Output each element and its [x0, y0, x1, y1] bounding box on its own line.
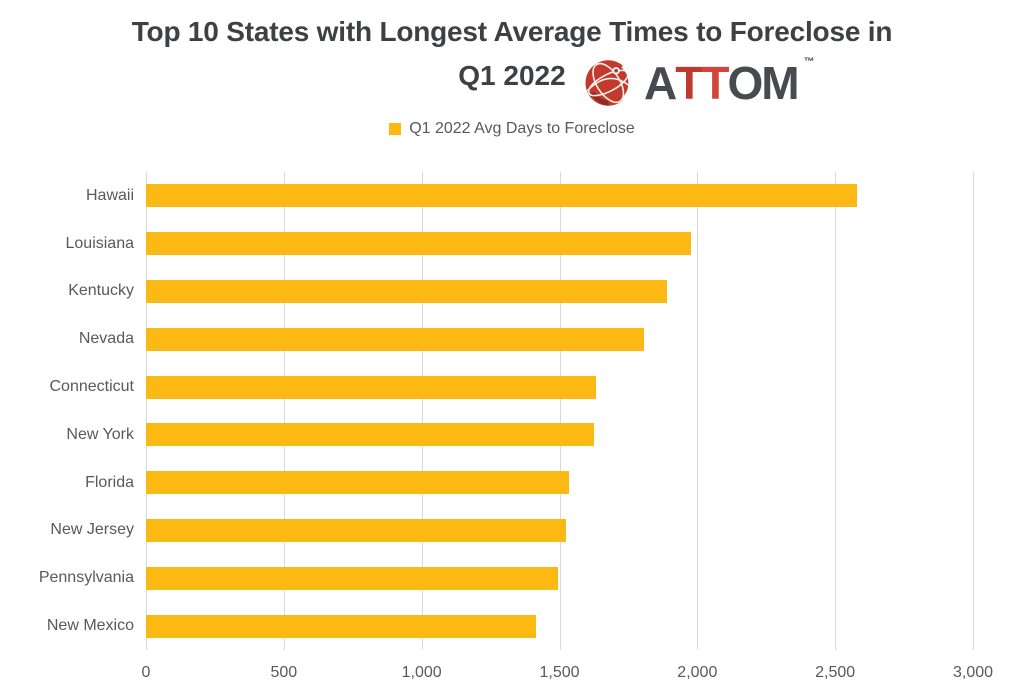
legend-label: Q1 2022 Avg Days to Foreclose [409, 120, 635, 137]
bar-pennsylvania [146, 566, 558, 590]
bar-louisiana [146, 232, 691, 256]
category-label-new-mexico: New Mexico [46, 617, 134, 635]
gridline [421, 172, 423, 650]
attom-trademark: ™ [803, 56, 815, 68]
x-tick-label: 2,500 [815, 664, 856, 681]
bar-row-florida [146, 459, 973, 507]
bar-row-nevada [146, 315, 973, 363]
gridline [835, 172, 837, 650]
bar-row-hawaii [146, 172, 973, 220]
bar-row-new-jersey [146, 507, 973, 555]
bar-row-pennsylvania [146, 554, 973, 602]
x-tick-label: 2,000 [677, 664, 718, 681]
category-label-nevada: Nevada [78, 330, 134, 348]
page-title-line1: Top 10 States with Longest Average Times… [131, 16, 893, 47]
x-tick-label: 1,000 [401, 664, 442, 681]
bar-row-new-mexico [146, 602, 973, 650]
legend-swatch [389, 123, 402, 135]
attom-letter: T [675, 57, 703, 109]
bar-new-jersey [146, 518, 567, 542]
x-tick-label: 3,000 [952, 664, 994, 681]
category-label-pennsylvania: Pennsylvania [38, 569, 134, 587]
x-tick-label: 500 [270, 664, 298, 681]
gridline [559, 172, 561, 650]
attom-letter: O [727, 57, 763, 109]
x-axis: 0 500 1,000 1,500 2,000 2,500 3,000 [142, 650, 993, 686]
bar-rows [146, 172, 973, 650]
bar-row-connecticut [146, 363, 973, 411]
bar-florida [146, 471, 570, 495]
page-title-line2: Q1 2022 [458, 60, 566, 91]
category-label-louisiana: Louisiana [65, 234, 135, 252]
gridline [973, 172, 974, 650]
category-label-hawaii: Hawaii [85, 186, 134, 204]
chart-legend: Q1 2022 Avg Days to Foreclose [0, 120, 1024, 138]
attom-letter: A [644, 57, 677, 109]
gridline [697, 172, 699, 650]
gridline [283, 172, 285, 650]
bar-row-louisiana [146, 220, 973, 268]
gridline [146, 172, 147, 650]
bar-connecticut [146, 375, 596, 399]
plot-area [146, 172, 974, 650]
bar-new-mexico [146, 614, 536, 638]
category-label-florida: Florida [85, 473, 134, 491]
attom-globe-icon [582, 55, 638, 111]
attom-letter: M [761, 57, 799, 109]
bar-row-kentucky [146, 268, 973, 316]
bar-new-york [146, 423, 595, 447]
category-label-new-york: New York [66, 425, 134, 443]
category-label-kentucky: Kentucky [68, 282, 134, 300]
category-label-connecticut: Connecticut [49, 378, 135, 396]
bar-row-new-york [146, 411, 973, 459]
attom-letter: T [701, 57, 729, 109]
x-tick-label: 1,500 [539, 664, 580, 681]
bar-nevada [146, 327, 645, 351]
category-labels: Hawaii Louisiana Kentucky Nevada Connecticut… [0, 172, 134, 650]
bar-kentucky [146, 279, 668, 303]
x-tick-label: 0 [141, 664, 151, 681]
bar-hawaii [146, 184, 857, 208]
category-label-new-jersey: New Jersey [50, 521, 134, 539]
